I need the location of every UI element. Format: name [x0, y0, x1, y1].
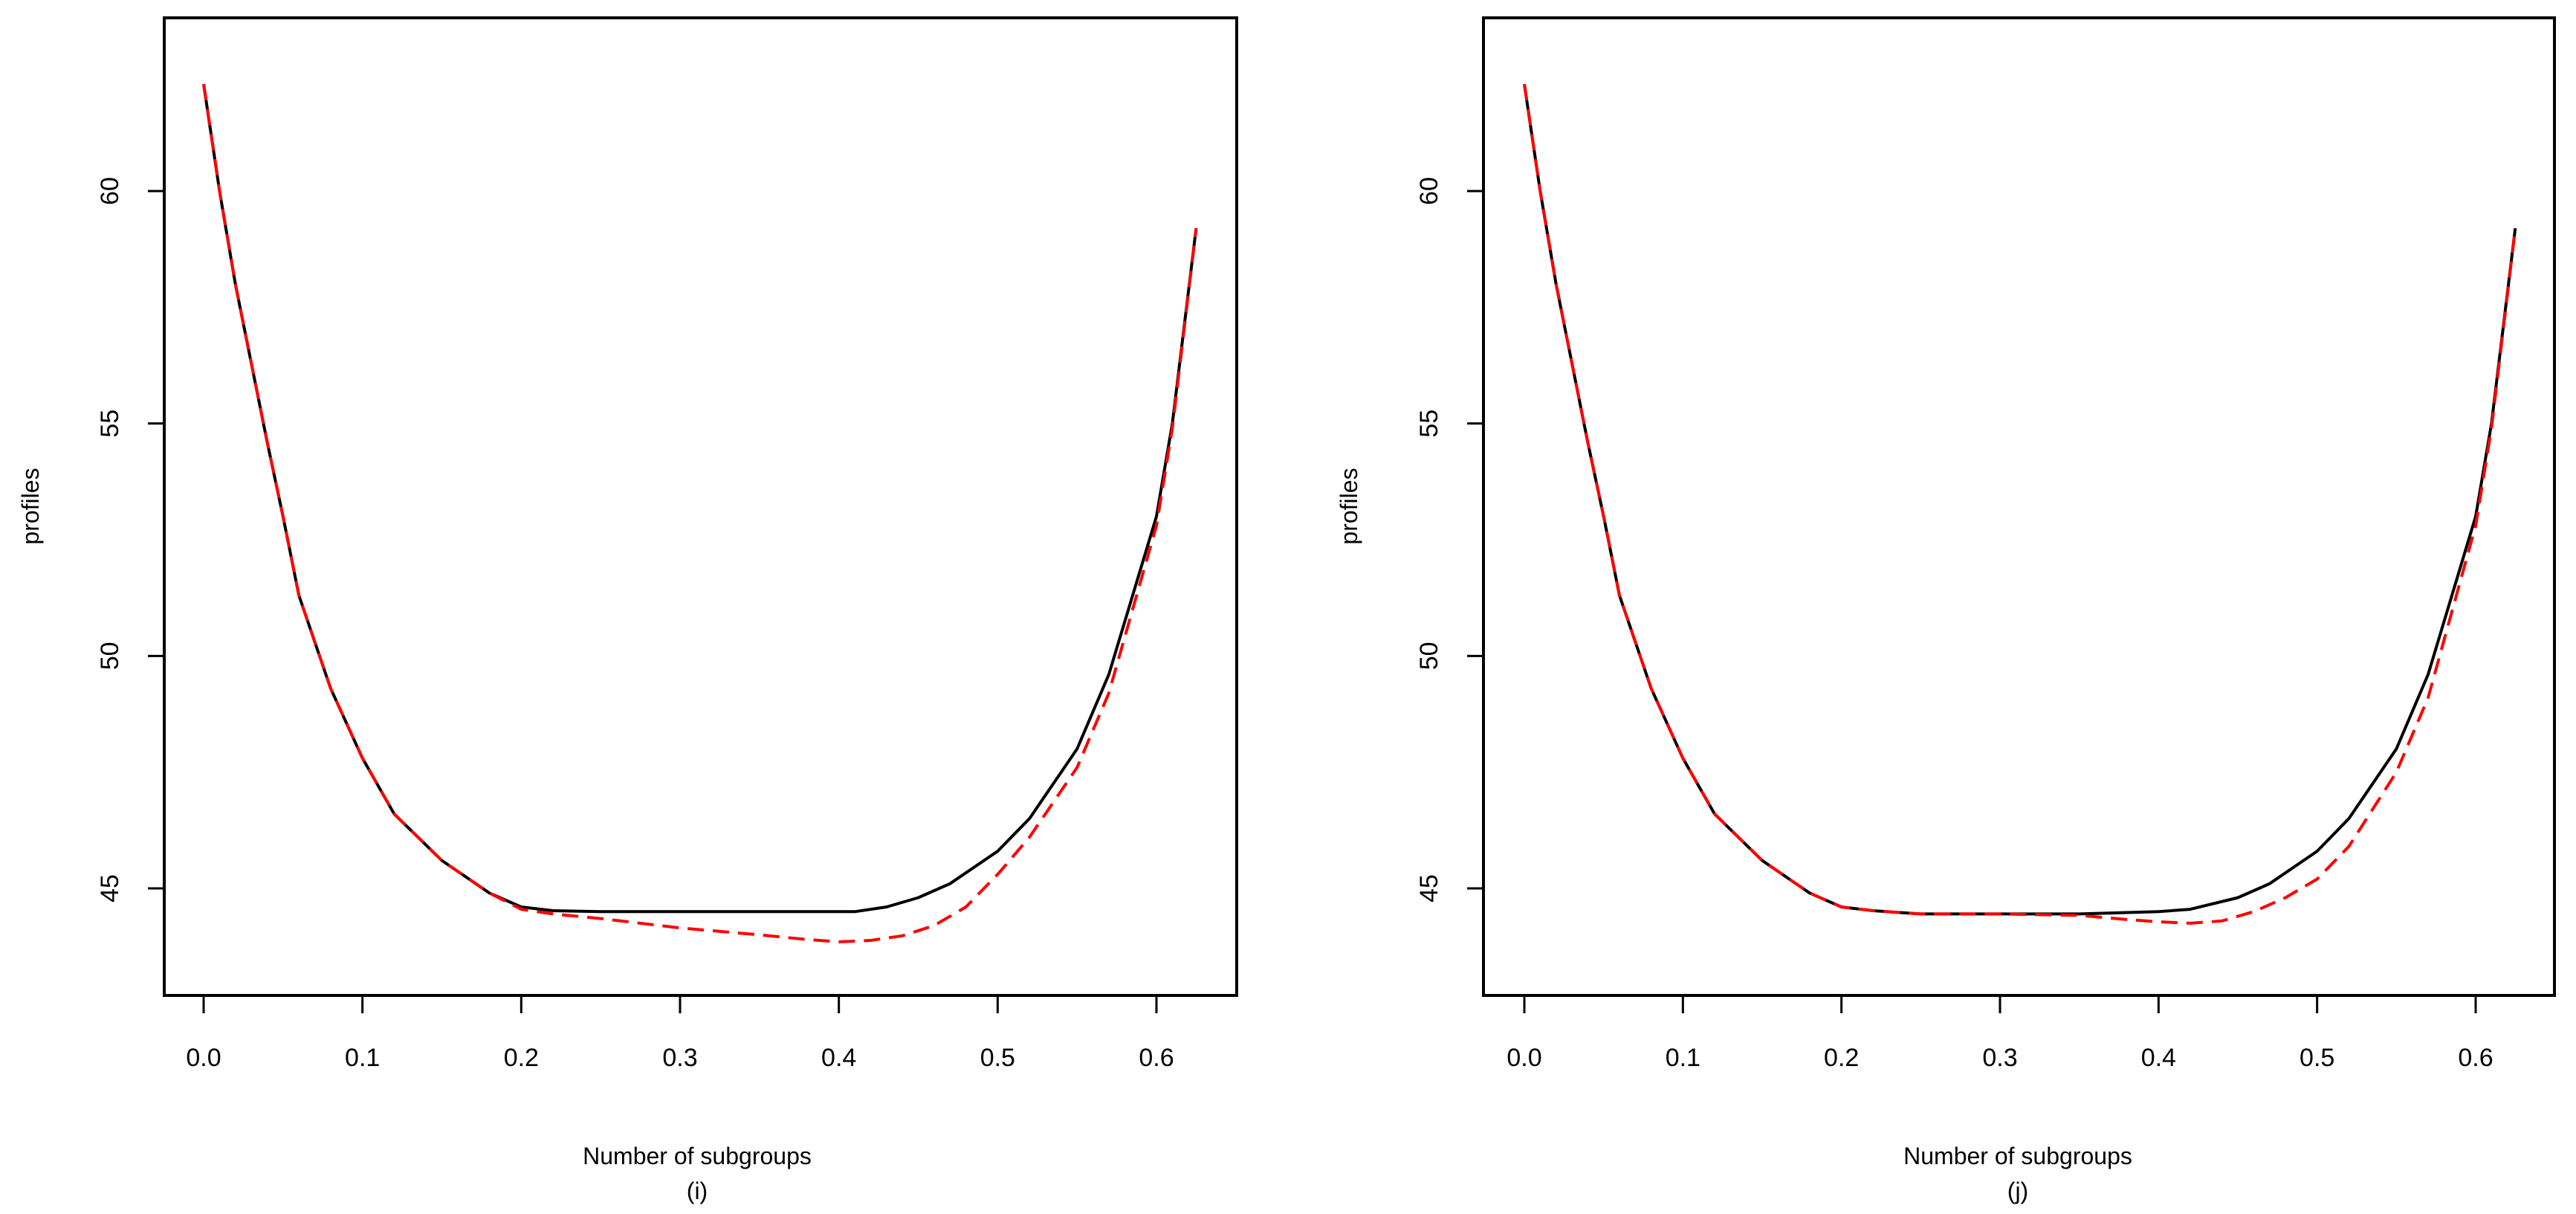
plot-frame	[1482, 16, 2556, 997]
x-tick-label: 0.5	[2300, 1044, 2334, 1072]
x-tick-label: 0.6	[2458, 1044, 2493, 1072]
y-axis-title: profiles	[1336, 468, 1362, 544]
x-tick-label: 0.2	[1824, 1044, 1859, 1072]
x-tick-label: 0.5	[980, 1044, 1015, 1072]
x-tick-label: 0.1	[1666, 1044, 1700, 1072]
panel-caption: (i)	[687, 1178, 708, 1204]
x-tick-label: 0.6	[1139, 1044, 1174, 1072]
y-tick-label: 50	[96, 642, 124, 670]
x-tick-label: 0.0	[186, 1044, 221, 1072]
y-tick-label: 45	[1415, 874, 1443, 903]
y-tick-label: 60	[1415, 177, 1443, 205]
black-solid-line	[202, 83, 1198, 914]
y-axis: 45 50 55 60	[1415, 177, 1483, 903]
x-tick-label: 0.3	[662, 1044, 697, 1072]
x-tick-label: 0.4	[821, 1044, 856, 1072]
y-tick-label: 45	[96, 874, 124, 903]
series-group	[202, 83, 1198, 943]
y-tick-label: 60	[96, 177, 124, 205]
red-dashed-line	[1523, 83, 2517, 925]
series-group	[1523, 83, 2517, 925]
black-solid-line	[1523, 83, 2517, 916]
panel-caption: (j)	[2007, 1178, 2028, 1204]
y-tick-label: 55	[96, 410, 124, 438]
y-axis: 45 50 55 60	[96, 177, 164, 903]
red-dashed-line	[202, 83, 1198, 943]
y-tick-label: 50	[1415, 642, 1443, 670]
x-axis: 0.0 0.1 0.2 0.3 0.4 0.5 0.6	[186, 995, 1174, 1072]
x-tick-label: 0.0	[1507, 1044, 1541, 1072]
x-tick-label: 0.2	[504, 1044, 539, 1072]
x-tick-label: 0.3	[1982, 1044, 2017, 1072]
y-tick-label: 55	[1415, 410, 1443, 438]
x-axis-title: Number of subgroups	[583, 1143, 812, 1169]
y-axis-title: profiles	[17, 468, 44, 544]
x-axis: 0.0 0.1 0.2 0.3 0.4 0.5 0.6	[1507, 995, 2494, 1072]
x-axis-title: Number of subgroups	[1903, 1143, 2132, 1169]
plot-frame	[163, 16, 1238, 997]
x-tick-label: 0.4	[2141, 1044, 2176, 1072]
x-tick-label: 0.1	[345, 1044, 380, 1072]
